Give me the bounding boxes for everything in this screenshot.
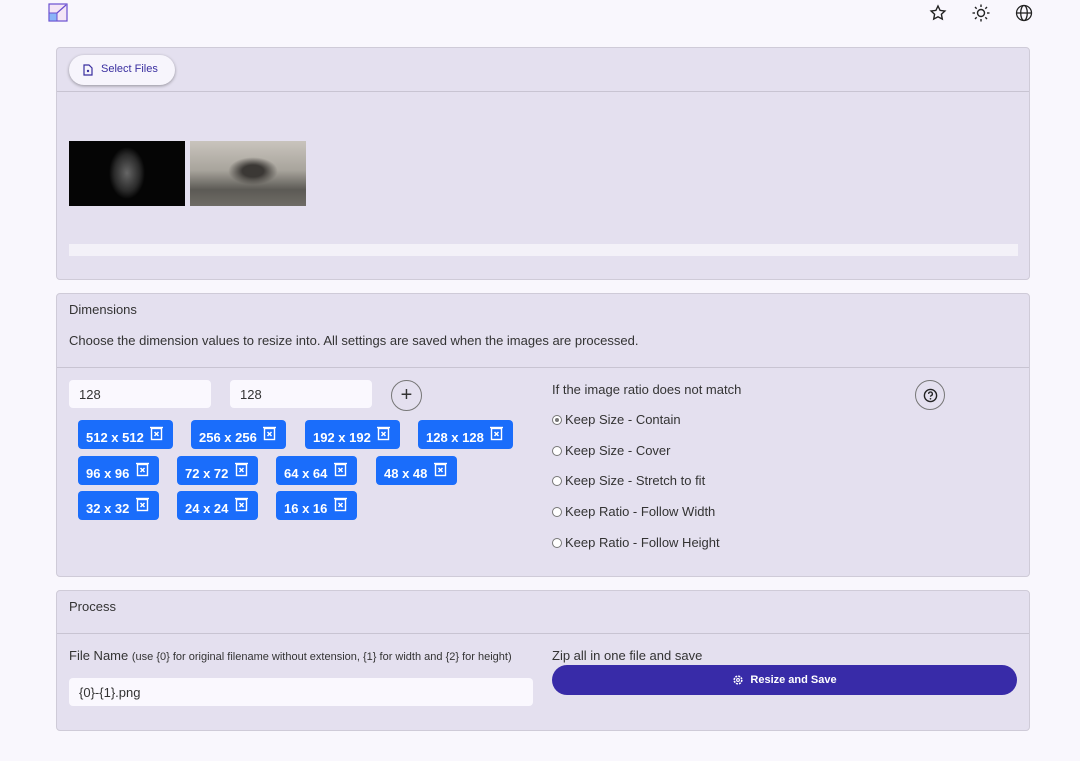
resize-and-save-button[interactable]: Resize and Save: [552, 665, 1017, 695]
ratio-title: If the image ratio does not match: [552, 382, 742, 397]
size-chip-label: 192 x 192: [313, 430, 371, 445]
height-input[interactable]: [230, 380, 372, 408]
delete-icon[interactable]: [490, 426, 503, 441]
size-chip: 64 x 64: [276, 456, 357, 485]
gear-icon: [733, 675, 743, 685]
select-files-button[interactable]: Select Files: [69, 55, 175, 85]
size-chip-label: 48 x 48: [384, 466, 428, 481]
size-chip: 32 x 32: [78, 491, 159, 520]
size-chip-label: 512 x 512: [86, 430, 144, 445]
ratio-option-label: Keep Size - Stretch to fit: [565, 473, 706, 488]
process-card: Process: [56, 590, 1030, 731]
radio-button[interactable]: [552, 506, 562, 517]
radio-button[interactable]: [552, 414, 562, 425]
delete-icon[interactable]: [377, 426, 390, 441]
ratio-option-label: Keep Ratio - Follow Height: [565, 535, 720, 550]
delete-icon[interactable]: [434, 462, 447, 477]
globe-icon[interactable]: [1014, 3, 1034, 23]
delete-icon[interactable]: [150, 426, 163, 441]
ratio-option-label: Keep Ratio - Follow Width: [565, 504, 716, 519]
thumbnail-anonymous-mask[interactable]: [69, 141, 185, 206]
size-chip-label: 128 x 128: [426, 430, 484, 445]
ratio-option[interactable]: Keep Ratio - Follow Width: [552, 504, 715, 519]
zip-label: Zip all in one file and save: [552, 648, 703, 663]
ratio-option[interactable]: Keep Size - Stretch to fit: [552, 473, 705, 488]
file-name-input[interactable]: [69, 678, 533, 706]
ratio-option-label: Keep Size - Cover: [565, 443, 671, 458]
ratio-option[interactable]: Keep Size - Cover: [552, 443, 671, 458]
size-chip-label: 24 x 24: [185, 501, 229, 516]
app-logo: [48, 3, 69, 23]
size-chip-label: 96 x 96: [86, 466, 130, 481]
size-chip: 16 x 16: [276, 491, 357, 520]
size-chip-label: 72 x 72: [185, 466, 229, 481]
delete-icon[interactable]: [334, 462, 347, 477]
size-chip-label: 256 x 256: [199, 430, 257, 445]
size-chip: 192 x 192: [305, 420, 400, 449]
file-name-label-group: File Name (use {0} for original filename…: [69, 648, 512, 663]
delete-icon[interactable]: [235, 497, 248, 512]
size-chip-label: 16 x 16: [284, 501, 328, 516]
files-card: Select Files: [56, 47, 1030, 280]
thumbnail-wolves[interactable]: [190, 141, 306, 206]
upload-progress-bar: [69, 244, 1018, 256]
add-size-button[interactable]: +: [391, 380, 422, 411]
file-name-hint: (use {0} for original filename without e…: [131, 651, 512, 663]
delete-icon[interactable]: [136, 497, 149, 512]
size-chip-label: 64 x 64: [284, 466, 328, 481]
size-chip: 72 x 72: [177, 456, 258, 485]
star-icon[interactable]: [928, 3, 948, 23]
size-chip: 128 x 128: [418, 420, 513, 449]
help-button[interactable]: [915, 380, 945, 410]
file-icon: [83, 64, 93, 76]
select-files-label: Select Files: [101, 63, 158, 75]
width-input[interactable]: [69, 380, 211, 408]
radio-button[interactable]: [552, 445, 562, 456]
dimensions-title: Dimensions: [69, 302, 137, 317]
size-chip: 96 x 96: [78, 456, 159, 485]
radio-button[interactable]: [552, 537, 562, 548]
sun-icon[interactable]: [971, 3, 991, 23]
process-title: Process: [69, 599, 116, 614]
delete-icon[interactable]: [136, 462, 149, 477]
delete-icon[interactable]: [263, 426, 276, 441]
size-chip: 512 x 512: [78, 420, 173, 449]
delete-icon[interactable]: [334, 497, 347, 512]
delete-icon[interactable]: [235, 462, 248, 477]
help-icon: [923, 388, 938, 403]
file-name-label: File Name: [69, 648, 129, 663]
size-chip: 48 x 48: [376, 456, 457, 485]
size-chip-label: 32 x 32: [86, 501, 130, 516]
ratio-option-label: Keep Size - Contain: [565, 412, 681, 427]
ratio-option[interactable]: Keep Size - Contain: [552, 412, 681, 427]
size-chip: 24 x 24: [177, 491, 258, 520]
ratio-option[interactable]: Keep Ratio - Follow Height: [552, 535, 720, 550]
resize-and-save-label: Resize and Save: [750, 674, 837, 686]
dimensions-description: Choose the dimension values to resize in…: [69, 333, 639, 348]
radio-button[interactable]: [552, 475, 562, 486]
size-chip: 256 x 256: [191, 420, 286, 449]
